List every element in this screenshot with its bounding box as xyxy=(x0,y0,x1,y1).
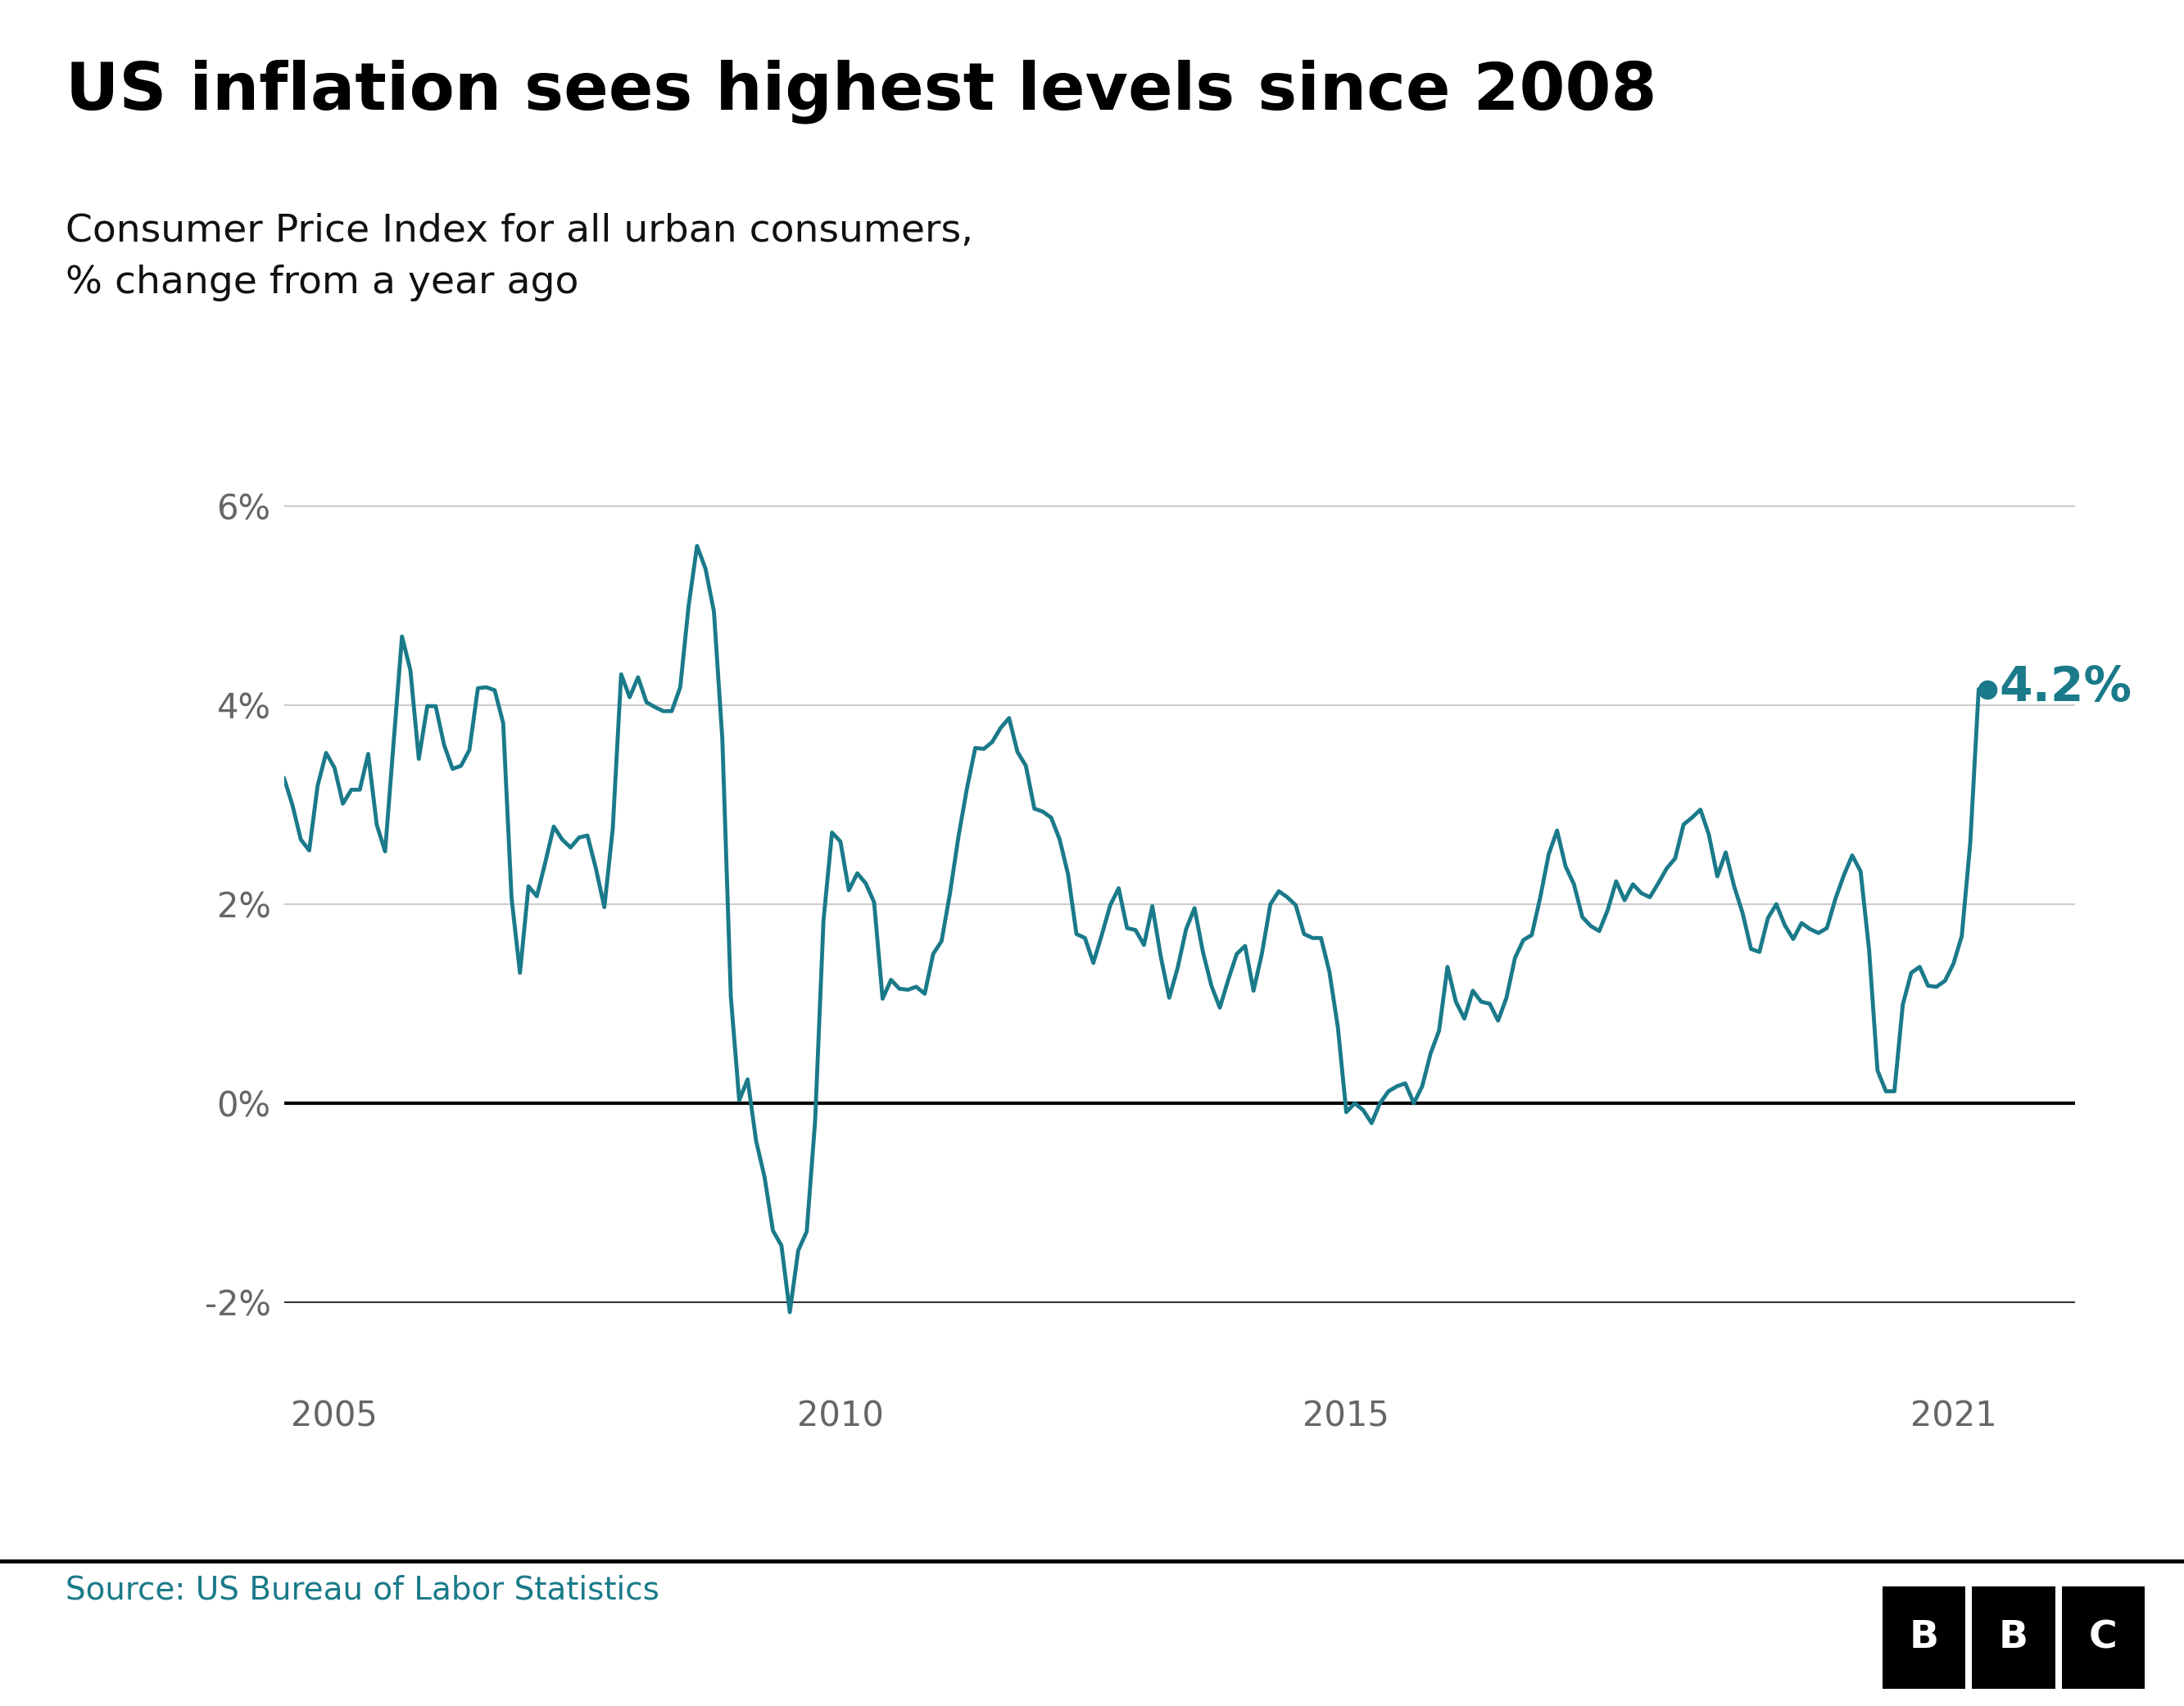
Text: Source: US Bureau of Labor Statistics: Source: US Bureau of Labor Statistics xyxy=(66,1575,660,1605)
Text: B: B xyxy=(1909,1619,1939,1657)
Text: US inflation sees highest levels since 2008: US inflation sees highest levels since 2… xyxy=(66,60,1658,125)
Text: B: B xyxy=(1998,1619,2029,1657)
Text: 4.2%: 4.2% xyxy=(1998,664,2132,711)
Text: C: C xyxy=(2088,1619,2118,1657)
Text: Consumer Price Index for all urban consumers,
% change from a year ago: Consumer Price Index for all urban consu… xyxy=(66,213,974,302)
